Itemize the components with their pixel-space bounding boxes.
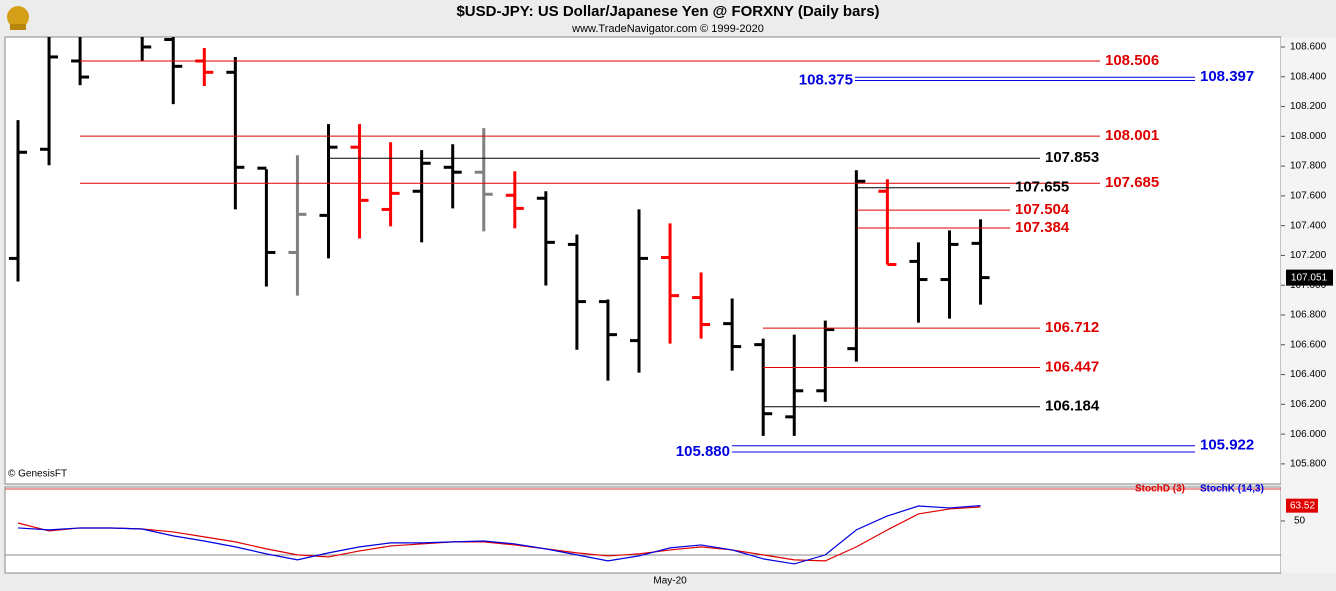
stoch-line <box>17 506 981 562</box>
price-plot <box>9 37 1195 453</box>
level-label: 105.922 <box>1200 437 1254 454</box>
last-value-box <box>1286 498 1318 513</box>
watermark: © GenesisFT <box>8 469 67 480</box>
logo <box>7 6 29 30</box>
level-label: 108.375 <box>799 71 853 88</box>
y-tick-label: 106.600 <box>1290 339 1327 350</box>
y-tick-label: 50 <box>1294 516 1306 527</box>
x-tick-label: May-20 <box>653 576 687 587</box>
chart-subtitle: www.TradeNavigator.com © 1999-2020 <box>571 23 764 35</box>
level-label: 107.853 <box>1045 149 1099 166</box>
stoch-panel <box>4 486 1282 574</box>
y-tick-label: 108.600 <box>1290 42 1327 53</box>
level-label: 105.880 <box>676 443 730 460</box>
last-value-label: 63.52 <box>1290 500 1315 511</box>
axis-bg <box>1281 37 1336 573</box>
stoch-line <box>17 505 981 565</box>
chart-title: $USD-JPY: US Dollar/Japanese Yen @ FORXN… <box>456 3 879 20</box>
level-label: 107.504 <box>1015 201 1070 218</box>
y-tick-label: 106.800 <box>1290 310 1327 321</box>
legend-entry: StochK (14,3) <box>1200 484 1264 495</box>
y-tick-label: 106.400 <box>1290 369 1327 380</box>
y-tick-label: 105.800 <box>1290 459 1327 470</box>
level-label: 106.447 <box>1045 359 1099 376</box>
level-label: 107.655 <box>1015 179 1069 196</box>
level-label: 106.184 <box>1045 398 1100 415</box>
last-price-box <box>1286 269 1333 286</box>
y-tick-label: 108.200 <box>1290 101 1327 112</box>
level-label: 107.685 <box>1105 174 1159 191</box>
y-tick-label: 107.200 <box>1290 250 1327 261</box>
level-label: 108.506 <box>1105 52 1159 69</box>
level-label: 108.001 <box>1105 127 1159 144</box>
last-price-label: 107.051 <box>1291 272 1328 283</box>
y-tick-label: 106.000 <box>1290 429 1327 440</box>
y-tick-label: 107.800 <box>1290 161 1327 172</box>
y-tick-label: 108.400 <box>1290 71 1327 82</box>
level-label: 106.712 <box>1045 319 1099 336</box>
y-tick-label: 107.600 <box>1290 191 1327 202</box>
level-label: 108.397 <box>1200 68 1254 85</box>
price-panel <box>4 36 1282 485</box>
y-tick-label: 108.000 <box>1290 131 1327 142</box>
legend-entry: StochD (3) <box>1135 484 1185 495</box>
level-label: 107.384 <box>1015 219 1070 236</box>
stoch-plot <box>17 505 981 565</box>
y-tick-label: 107.400 <box>1290 220 1327 231</box>
y-tick-label: 106.200 <box>1290 399 1327 410</box>
header-bg <box>0 0 1336 37</box>
